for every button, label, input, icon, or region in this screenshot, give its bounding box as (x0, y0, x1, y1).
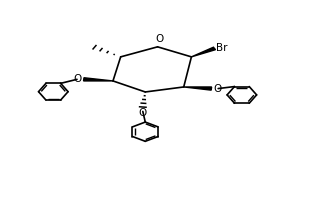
Text: Br: Br (216, 43, 227, 54)
Text: O: O (213, 84, 222, 94)
Text: O: O (155, 34, 163, 44)
Text: O: O (139, 108, 147, 118)
Polygon shape (83, 78, 113, 81)
Polygon shape (191, 47, 216, 57)
Polygon shape (184, 87, 212, 90)
Text: O: O (74, 74, 82, 84)
